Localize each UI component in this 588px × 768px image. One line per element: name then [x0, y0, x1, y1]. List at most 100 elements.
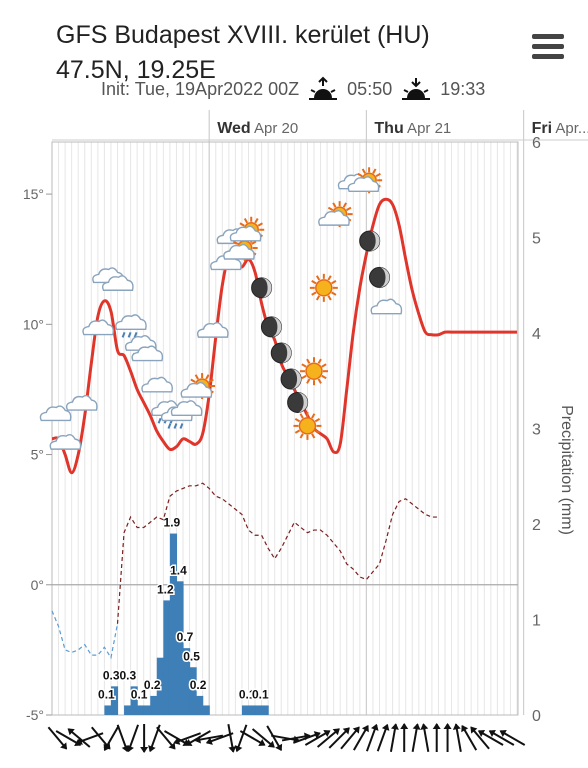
precip-tick-label: 4 — [532, 326, 541, 343]
cloud-shape — [49, 433, 82, 450]
sun-ray — [314, 429, 321, 434]
wind-arrow-head — [258, 739, 266, 746]
wind-arrow-head — [75, 737, 83, 745]
sunrise-icon — [309, 76, 338, 100]
precip-bar — [163, 600, 171, 715]
meteogram-chart[interactable]: Wed Apr 20 Thu Apr 21 Fri Apr... -5° 0° 5° 10°… — [0, 108, 588, 768]
wind-arrow-icon — [477, 730, 504, 746]
wind-arrow-icon — [340, 726, 360, 750]
sun-icon — [293, 411, 322, 440]
precip-bar — [248, 705, 256, 715]
sun-ray — [194, 374, 199, 380]
moon-icon — [251, 277, 273, 299]
init-line: Init: Tue, 19Apr2022 00Z 05:50 19:33 — [101, 76, 485, 102]
sun-ray — [254, 218, 259, 224]
wind-arrow-head — [228, 746, 237, 753]
precip-bar — [156, 657, 164, 715]
cloud-icon — [141, 376, 173, 393]
cloud-icon — [196, 321, 229, 338]
day-date: Apr 21 — [404, 120, 452, 137]
cloud-shape — [370, 298, 403, 315]
wind-arrow-head — [342, 727, 350, 735]
moon-highlight — [379, 267, 390, 288]
precip-bar — [169, 533, 178, 715]
cloud-icon — [370, 298, 403, 315]
precip-tick-label: 3 — [532, 422, 541, 439]
cloud-icon — [101, 275, 134, 291]
partly-sunny-icon — [180, 373, 216, 400]
day-name: Wed — [217, 120, 250, 137]
moon-highlight — [369, 230, 380, 251]
sun-ray — [208, 378, 214, 383]
sun-ray — [243, 218, 249, 224]
sun-ray — [306, 378, 311, 384]
hamburger-menu-icon[interactable] — [532, 34, 564, 60]
cloud-shape — [170, 400, 203, 416]
wind-arrow-icon — [234, 724, 248, 753]
wind-row-bg — [52, 717, 518, 767]
sun-ray — [294, 429, 301, 434]
sun-ray — [327, 295, 332, 301]
wind-arrow-head — [361, 725, 369, 733]
wind-arrow-head — [275, 743, 283, 751]
precip-bar — [176, 581, 184, 715]
day-label: Thu Apr 21 — [374, 120, 451, 137]
precip-tick-label: 6 — [532, 135, 541, 152]
sun-ray — [311, 413, 316, 419]
sun-ray — [331, 279, 337, 285]
precip-bar — [241, 705, 250, 715]
wind-arrow-icon — [470, 726, 490, 750]
cloud-shape — [115, 314, 147, 331]
temp-tick-label: 0° — [31, 577, 44, 593]
wind-arrow-head — [352, 726, 360, 734]
temp-tick-label: -5° — [26, 707, 44, 723]
wind-arrow-icon — [432, 723, 441, 752]
wind-arrow-head — [67, 728, 75, 736]
wind-arrow-head — [477, 730, 486, 737]
sun-disc — [305, 362, 323, 380]
precip-bar — [183, 648, 191, 715]
wind-arrow-icon — [461, 725, 478, 751]
moon-icon — [270, 342, 292, 364]
sun-ray — [317, 358, 322, 364]
precip-value-label: 0.5 — [183, 649, 200, 663]
wind-arrow-head — [148, 745, 156, 753]
cloud-shape — [223, 243, 255, 260]
precip-value-label: 1.2 — [157, 582, 174, 596]
sun-ray — [357, 172, 363, 178]
sun-icon — [309, 273, 338, 302]
cloud-shape — [229, 225, 262, 242]
day-name: Thu — [374, 120, 403, 137]
rain-drop — [179, 423, 184, 429]
day-date: Apr... — [552, 120, 588, 137]
sun-icon — [300, 357, 328, 386]
wind-arrow-icon — [140, 724, 149, 753]
wind-arrow-icon — [389, 723, 399, 752]
precip-axis-label: Precipitation (mm) — [558, 405, 575, 535]
sun-ray — [321, 363, 327, 368]
sun-ray — [299, 413, 304, 419]
wind-arrow-head — [60, 742, 68, 750]
cloud-shape — [131, 345, 164, 362]
precip-bar — [137, 705, 145, 715]
wind-arrow-head — [205, 737, 213, 745]
sun-ray — [205, 374, 210, 380]
wind-arrow-head — [412, 723, 421, 730]
precip-bar — [110, 686, 119, 715]
precip-bar — [196, 695, 204, 715]
moon-highlight — [297, 392, 308, 413]
sun-ray — [327, 275, 332, 281]
sun-ray — [327, 206, 334, 212]
wind-arrow-icon — [67, 728, 91, 748]
precip-value-label: 1.4 — [170, 563, 187, 577]
rain-drop — [121, 331, 126, 338]
sun-ray — [257, 222, 263, 227]
sun-ray — [311, 291, 317, 296]
moon-icon — [280, 368, 302, 390]
wind-arrow-head — [267, 740, 275, 748]
wind-arrow-head — [371, 723, 379, 731]
moon-highlight — [291, 369, 302, 390]
sun-ray — [315, 295, 321, 301]
cloud-icon — [49, 433, 82, 450]
sun-ray — [294, 418, 301, 423]
